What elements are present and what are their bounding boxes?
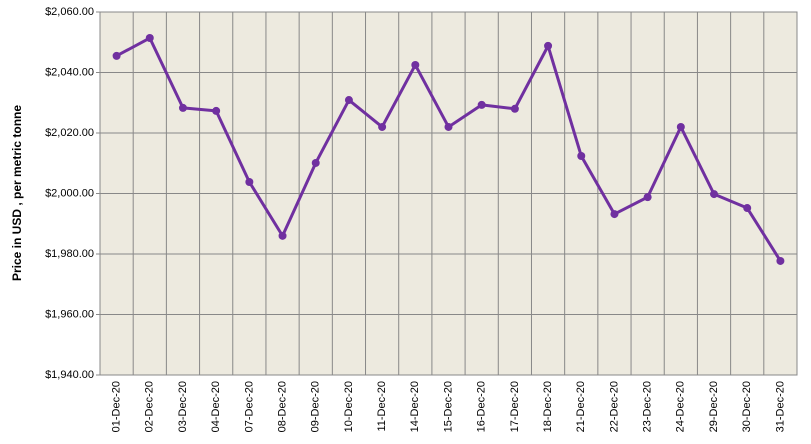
y-tick-label: $2,040.00 [45,66,94,78]
marker [676,122,685,131]
marker [278,231,287,240]
marker [378,122,387,131]
marker [477,100,486,109]
x-tick-label: 08-Dec-20 [276,381,288,432]
x-tick-label: 22-Dec-20 [608,381,620,432]
marker [411,60,420,69]
x-tick-label: 16-Dec-20 [476,381,488,432]
x-tick-label: 02-Dec-20 [144,381,156,432]
x-tick-label: 10-Dec-20 [343,381,355,432]
x-tick-label: 17-Dec-20 [509,381,521,432]
y-tick-label: $2,000.00 [45,187,94,199]
marker [510,104,519,113]
x-tick-label: 30-Dec-20 [741,381,753,432]
x-tick-label: 11-Dec-20 [376,381,388,432]
marker [643,193,652,202]
y-tick-label: $2,060.00 [45,6,94,18]
marker [610,210,619,219]
x-tick-label: 31-Dec-20 [774,381,786,432]
marker [344,96,353,105]
y-tick-label: $1,940.00 [45,369,94,381]
y-tick-label: $1,960.00 [45,308,94,320]
x-tick-label: 23-Dec-20 [642,381,654,432]
x-tick-label: 07-Dec-20 [243,381,255,432]
x-tick-label: 15-Dec-20 [442,381,454,432]
x-tick-label: 03-Dec-20 [177,381,189,432]
marker [212,106,221,115]
marker [112,51,121,60]
y-tick-label: $2,020.00 [45,127,94,139]
marker [178,103,187,112]
x-tick-label: 21-Dec-20 [575,381,587,432]
marker [776,256,785,265]
marker [743,204,752,213]
marker [710,190,719,199]
x-tick-label: 04-Dec-20 [210,381,222,432]
x-tick-label: 24-Dec-20 [675,381,687,432]
marker [245,178,254,187]
x-tick-label: 09-Dec-20 [310,381,322,432]
marker [444,122,453,131]
marker [145,34,154,43]
y-axis-label: Price in USD , per metric tonne [10,105,24,281]
y-tick-label: $1,980.00 [45,248,94,260]
x-tick-label: 01-Dec-20 [111,381,123,432]
marker [544,41,553,50]
x-tick-label: 18-Dec-20 [542,381,554,432]
marker [311,158,320,167]
marker [577,151,586,160]
x-tick-label: 29-Dec-20 [708,381,720,432]
x-tick-label: 14-Dec-20 [409,381,421,432]
